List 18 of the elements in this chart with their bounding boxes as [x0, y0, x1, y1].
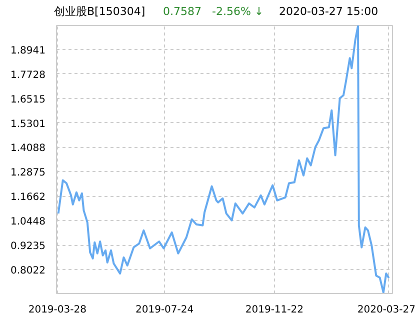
x-tick-label: 2019-03-28	[28, 304, 86, 316]
y-tick-label: 1.0448	[10, 216, 46, 228]
y-tick-label: 1.1662	[10, 192, 46, 204]
x-tick-label: 2020-03-27	[357, 304, 415, 316]
y-tick-label: 1.6515	[10, 94, 46, 106]
chart-title: 创业股B[150304]	[54, 4, 146, 20]
y-tick-label: 0.9235	[10, 241, 46, 252]
y-tick-label: 0.8022	[10, 265, 46, 276]
x-tick-label: 2019-07-24	[136, 304, 194, 316]
y-tick-label: 1.4088	[10, 143, 46, 154]
x-tick-label: 2019-11-22	[245, 304, 304, 316]
y-tick-label: 1.7728	[10, 70, 46, 81]
text: 2020-03-27 15:00	[279, 4, 378, 20]
text: 0.7587 -2.56% ↓	[163, 4, 264, 20]
y-tick-label: 1.2875	[10, 168, 46, 179]
line-series	[57, 26, 390, 294]
y-tick-label: 1.5301	[10, 118, 46, 130]
y-tick-label: 1.8941	[10, 45, 46, 56]
